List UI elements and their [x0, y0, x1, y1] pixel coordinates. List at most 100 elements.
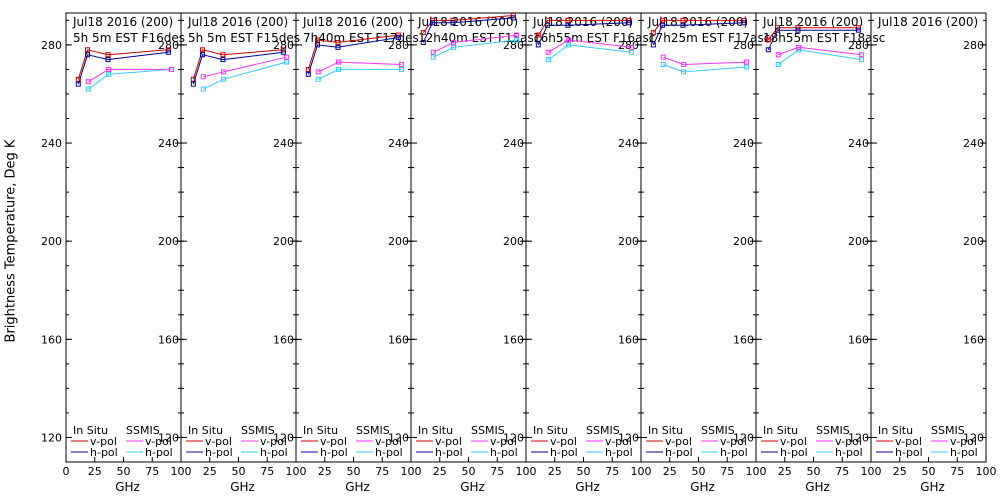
panel-3-ytick-label: 120 [388, 431, 409, 444]
panel-3-legend-ssmis-label: h-pol [375, 446, 403, 459]
panel-2-title: Jul18 2016 (200) [187, 15, 288, 29]
panel-5-ytick-label: 200 [618, 235, 639, 248]
panel-1-ssmis-v-pol-line [88, 68, 172, 83]
panel-7-title: Jul18 2016 (200) [762, 15, 863, 29]
panel-3-legend-insitu-label: h-pol [320, 446, 348, 459]
panel-1-legend-insitu-label: h-pol [90, 446, 118, 459]
panel-1-ssmis-v-pol-point [168, 66, 174, 72]
panel-2-ssmis-v-pol-line [203, 56, 287, 78]
panel-2-legend-ssmis-label: v-pol [260, 435, 287, 448]
panel-2-legend-insitu-label: v-pol [205, 435, 232, 448]
outer-ytick-label: 200 [41, 235, 62, 248]
panel-7-ytick-label: 280 [848, 39, 869, 52]
panel-2-ytick-label: 200 [273, 235, 294, 248]
panel-4-ssmis-h-pol-point [451, 44, 457, 50]
panel-5-ssmis-h-pol-point [545, 57, 551, 63]
panel-3-in-situ-v-pol-line [307, 34, 399, 70]
panel-4-legend-ssmis-label: v-pol [490, 435, 517, 448]
panel-3-subtitle: 7h40m EST F17des [303, 31, 419, 45]
panel-5-ssmis-v-pol-line [548, 39, 632, 53]
panel-3-ytick-label: 280 [388, 39, 409, 52]
panel-4-legend-ssmis-label: h-pol [490, 446, 518, 459]
panel-7-ytick-label: 200 [848, 235, 869, 248]
panel-5-ytick-label: 240 [618, 137, 639, 150]
outer-ytick-label: 120 [41, 431, 62, 444]
panel-4-in-situ-v-pol-line [422, 15, 514, 33]
panel-1-ssmis-h-pol-point [106, 71, 112, 77]
panel-8-xtick-label: 75 [950, 465, 964, 478]
panel-4-ssmis-v-pol-point [513, 32, 519, 38]
panel-8-title: Jul18 2016 (200) [877, 15, 978, 29]
panel-8-xtick-label: 50 [922, 465, 936, 478]
panel-2-in-situ-v-pol-line [192, 49, 284, 80]
panel-4-legend-insitu-label: h-pol [435, 446, 463, 459]
panel-4-ssmis-v-pol-line [433, 34, 517, 53]
panel-6-xaxis-title: GHz [690, 480, 715, 494]
panel-1-in-situ-h-pol-point [105, 57, 111, 63]
panel-3-ytick-label: 160 [388, 333, 409, 346]
panel-6-ssmis-v-pol-point [660, 54, 666, 60]
panel-1-xtick-label: 25 [88, 465, 102, 478]
panel-4-ytick-label: 240 [503, 137, 524, 150]
panel-3-in-situ-h-pol-point [335, 44, 341, 50]
panel-2-in-situ-h-pol-point [280, 49, 286, 55]
panel-7-ssmis-v-pol-point [775, 52, 781, 58]
panel-8-ytick-label: 120 [963, 431, 984, 444]
panel-2-ssmis-v-pol-point [221, 69, 227, 75]
panel-6-legend-ssmis-header: SSMIS [701, 424, 735, 437]
panel-6-ssmis-v-pol-point [743, 59, 749, 65]
panel-4-legend-insitu-header: In Situ [418, 424, 453, 437]
panel-8-legend-ssmis-label: v-pol [950, 435, 977, 448]
panel-4-in-situ-h-pol-point [420, 39, 426, 45]
panel-6-legend-ssmis-label: h-pol [720, 446, 748, 459]
panel-8-legend-insitu-label: h-pol [895, 446, 923, 459]
panel-1-xtick-label: 0 [63, 465, 70, 478]
panel-1-in-situ-v-pol-point [105, 52, 111, 58]
outer-ytick-label: 160 [41, 333, 62, 346]
panel-5-legend-insitu-label: v-pol [550, 435, 577, 448]
panel-4-in-situ-h-pol-point [450, 20, 456, 26]
panel-6-in-situ-v-pol-line [652, 19, 744, 33]
panel-3-xaxis-title: GHz [345, 480, 370, 494]
panel-3-ssmis-h-pol-line [318, 68, 402, 80]
panel-6-in-situ-h-pol-point [650, 42, 656, 48]
panel-1-ytick-label: 200 [158, 235, 179, 248]
panel-7-ssmis-h-pol-line [778, 49, 862, 65]
panel-6-in-situ-h-pol-line [652, 22, 744, 46]
panel-1-legend-ssmis-label: h-pol [145, 446, 173, 459]
panel-6-ytick-label: 160 [733, 333, 754, 346]
panel-3-legend-ssmis-header: SSMIS [356, 424, 390, 437]
panel-7-ytick-label: 160 [848, 333, 869, 346]
panel-2-ssmis-h-pol-point [283, 59, 289, 65]
panel-1-xaxis-title: GHz [115, 480, 140, 494]
panel-4-in-situ-h-pol-line [422, 17, 514, 43]
panel-7-ssmis-h-pol-point [775, 62, 781, 68]
panel-1-legend-ssmis-label: v-pol [145, 435, 172, 448]
panel-6-in-situ-h-pol-point [740, 20, 746, 26]
panel-2-in-situ-v-pol-point [220, 52, 226, 58]
panel-4-ytick-label: 200 [503, 235, 524, 248]
panel-3-legend-ssmis-label: v-pol [375, 435, 402, 448]
panel-6-ytick-label: 200 [733, 235, 754, 248]
panel-5-in-situ-v-pol-line [537, 19, 629, 36]
panel-3-ytick-label: 200 [388, 235, 409, 248]
panel-5-in-situ-v-pol-point [535, 32, 541, 38]
panel-7-in-situ-v-pol-point [765, 37, 771, 43]
panel-6-in-situ-v-pol-point [660, 17, 666, 23]
panel-5-xtick-label: 75 [605, 465, 619, 478]
panel-5-xtick-label: 25 [548, 465, 562, 478]
panel-7-ssmis-h-pol-point [858, 57, 864, 63]
panel-6-legend-insitu-label: h-pol [665, 446, 693, 459]
panel-4-ssmis-v-pol-point [451, 39, 457, 45]
panel-3-ssmis-h-pol-point [336, 66, 342, 72]
panel-6-in-situ-v-pol-point [680, 17, 686, 23]
panel-4-xtick-label: 75 [490, 465, 504, 478]
panel-1-xtick-label: 50 [117, 465, 131, 478]
panel-3-ssmis-h-pol-point [398, 66, 404, 72]
panel-1-ytick-label: 280 [158, 39, 179, 52]
panel-1-xtick-label: 75 [145, 465, 159, 478]
panel-4-legend-ssmis-header: SSMIS [471, 424, 505, 437]
panel-5-legend-insitu-header: In Situ [533, 424, 568, 437]
panel-2-in-situ-h-pol-line [192, 51, 284, 85]
